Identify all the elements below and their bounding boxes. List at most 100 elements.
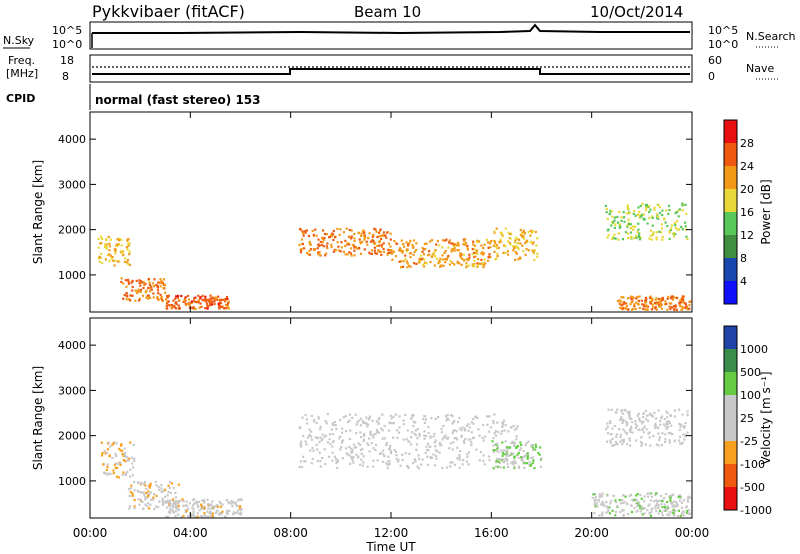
velocity-cell (113, 463, 117, 467)
velocity-cell (522, 461, 525, 464)
power-cell (514, 239, 517, 242)
power-cell (428, 240, 432, 243)
power-cell (122, 282, 125, 285)
velocity-cell (359, 431, 362, 434)
velocity-cell (507, 465, 510, 469)
velocity-cell (663, 509, 666, 512)
velocity-cell (410, 431, 414, 434)
velocity-cell (225, 499, 228, 502)
velocity-cell (631, 421, 634, 424)
velocity-cell (641, 513, 644, 516)
velocity-cell (107, 441, 110, 444)
power-cell (138, 299, 141, 302)
power-cell (128, 253, 131, 256)
power-cell (420, 258, 423, 261)
velocity-cell (348, 419, 351, 422)
power-cell (644, 296, 647, 299)
velocity-cell (367, 444, 370, 447)
velocity-cell (377, 422, 380, 425)
velocity-cell (640, 506, 643, 509)
power-cell (417, 261, 421, 264)
velocity-cell (392, 436, 395, 439)
velocity-cell (678, 408, 681, 411)
power-cell (412, 245, 415, 248)
velocity-cell (147, 502, 150, 505)
power-cell (688, 307, 691, 310)
velocity-cell (647, 495, 650, 498)
power-cell (653, 301, 657, 305)
power-cell (122, 254, 125, 257)
power-cell (494, 258, 497, 261)
power-cell (634, 214, 637, 217)
velocity-cell (174, 504, 178, 507)
velocity-cell (351, 416, 354, 419)
velocity-ylabel: Slant Range [km] (31, 366, 45, 470)
power-colorbar-tick: 4 (740, 275, 747, 288)
velocity-cell (668, 514, 671, 517)
velocity-cell (213, 505, 216, 508)
power-cell (210, 297, 213, 300)
power-cell (504, 251, 507, 254)
power-cell (441, 239, 445, 242)
power-cell (482, 266, 485, 269)
velocity-cell (655, 443, 658, 446)
velocity-cell (104, 452, 107, 455)
power-cell (211, 300, 214, 304)
power-cell (475, 240, 479, 243)
power-cell (613, 233, 616, 236)
velocity-cell (676, 503, 679, 506)
power-cell (626, 225, 629, 228)
power-cell (391, 258, 394, 261)
velocity-cell (385, 461, 388, 464)
velocity-cell (596, 505, 599, 508)
velocity-cell (396, 460, 399, 463)
power-cell (444, 249, 447, 252)
velocity-cell (496, 445, 500, 448)
velocity-cell (346, 453, 349, 456)
power-cell (521, 231, 524, 234)
velocity-cell (328, 433, 331, 436)
velocity-cell (626, 443, 629, 446)
power-cell (125, 246, 128, 249)
nsky-tick-bottom: 10^0 (52, 38, 82, 51)
power-cell (441, 254, 444, 257)
velocity-cell (201, 499, 204, 502)
velocity-cell (304, 440, 307, 443)
velocity-cell (672, 493, 675, 496)
velocity-cell (352, 456, 355, 459)
velocity-cell (455, 430, 458, 433)
power-cell (670, 227, 673, 230)
power-cell (476, 239, 479, 242)
velocity-cell (684, 422, 687, 425)
velocity-cell (640, 444, 643, 447)
power-cell (302, 234, 305, 237)
velocity-cell (532, 459, 535, 462)
power-cell (645, 205, 648, 208)
power-cell (351, 243, 354, 247)
velocity-cell (636, 492, 639, 495)
power-cell (129, 294, 132, 297)
power-cell (332, 238, 335, 242)
velocity-colorbar-frame (723, 325, 738, 511)
power-cell (661, 209, 664, 212)
power-cell (219, 305, 222, 308)
velocity-cell (139, 498, 142, 501)
velocity-cell (306, 436, 309, 439)
power-cell (317, 243, 320, 246)
velocity-cell (453, 429, 456, 432)
velocity-cell (228, 509, 231, 513)
velocity-cell (187, 507, 190, 511)
power-cell (123, 293, 126, 297)
velocity-cell (677, 496, 680, 499)
velocity-cell (200, 505, 203, 508)
velocity-cell (509, 454, 512, 457)
velocity-cell (386, 463, 389, 467)
velocity-cell (196, 512, 199, 515)
velocity-cell (335, 462, 338, 465)
velocity-cell (676, 514, 680, 517)
power-cell (502, 244, 506, 247)
power-cell (472, 240, 475, 243)
noise-panel-frame (89, 21, 693, 50)
velocity-cell (331, 433, 334, 436)
power-cell (323, 232, 327, 236)
